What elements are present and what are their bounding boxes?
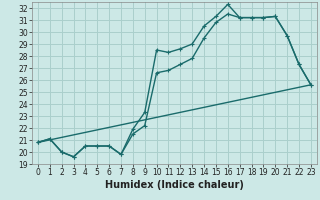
X-axis label: Humidex (Indice chaleur): Humidex (Indice chaleur) [105, 180, 244, 190]
